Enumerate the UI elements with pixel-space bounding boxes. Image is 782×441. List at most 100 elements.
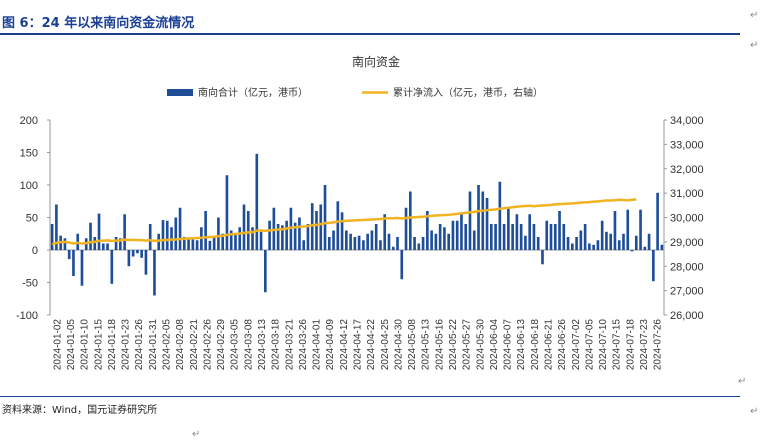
bar xyxy=(119,238,122,250)
bar xyxy=(319,204,323,250)
bar xyxy=(647,233,651,250)
x-tick-label: 2024-02-05 xyxy=(161,319,172,371)
x-tick-label: 2024-03-05 xyxy=(230,319,241,371)
bar xyxy=(408,191,412,250)
bar xyxy=(153,250,156,296)
bar xyxy=(131,250,135,257)
bar xyxy=(438,224,442,250)
bar xyxy=(391,246,395,250)
bar xyxy=(114,237,118,250)
bar xyxy=(562,224,566,250)
y-left-tick-label: 150 xyxy=(20,148,38,160)
bar xyxy=(281,225,284,250)
bar xyxy=(208,240,212,250)
bar xyxy=(187,238,190,250)
bar xyxy=(489,224,493,250)
bar xyxy=(349,233,352,250)
bar xyxy=(229,230,233,250)
bar xyxy=(50,224,54,250)
bar xyxy=(106,243,109,250)
bar xyxy=(212,237,216,250)
bar xyxy=(182,237,186,250)
bar xyxy=(536,237,540,250)
bar xyxy=(161,220,165,250)
y-left-tick-label: 50 xyxy=(26,213,38,225)
bar xyxy=(242,204,246,250)
bar xyxy=(268,220,271,250)
bar xyxy=(259,231,263,250)
y-right-tick-label: 31,000 xyxy=(670,188,704,200)
bar xyxy=(511,224,514,250)
x-tick-label: 2024-01-10 xyxy=(80,319,91,371)
x-tick-label: 2024-06-18 xyxy=(530,319,541,371)
bar xyxy=(443,227,446,250)
x-tick-label: 2024-03-08 xyxy=(243,319,254,371)
bar xyxy=(549,224,553,250)
x-tick-label: 2024-05-08 xyxy=(407,319,418,371)
bar xyxy=(327,237,331,250)
bar xyxy=(643,246,647,250)
x-tick-label: 2024-01-31 xyxy=(148,319,159,371)
bar xyxy=(485,198,489,250)
x-tick-label: 2024-01-26 xyxy=(134,319,145,371)
bar xyxy=(579,230,583,250)
paragraph-mark: ↵ xyxy=(750,10,759,21)
bar xyxy=(502,224,506,250)
bar xyxy=(383,214,387,250)
x-tick-label: 2024-04-30 xyxy=(393,319,404,371)
bar xyxy=(67,250,71,260)
bar xyxy=(80,250,84,286)
bar xyxy=(293,222,297,250)
bar xyxy=(558,211,561,250)
x-tick-label: 2024-03-13 xyxy=(257,319,268,371)
y-right-tick-label: 27,000 xyxy=(670,286,704,298)
x-tick-label: 2024-05-13 xyxy=(421,319,432,371)
bar xyxy=(613,211,617,250)
bar xyxy=(660,244,664,250)
header-rule xyxy=(0,33,740,35)
x-tick-label: 2024-01-05 xyxy=(66,319,77,371)
bar xyxy=(336,201,340,250)
bar xyxy=(93,237,97,250)
x-tick-label: 2024-07-10 xyxy=(598,319,609,371)
bar xyxy=(251,227,254,250)
bar xyxy=(447,233,450,250)
y-right-tick-label: 28,000 xyxy=(670,261,704,273)
bar xyxy=(374,224,378,250)
x-tick-label: 2024-04-22 xyxy=(366,319,377,371)
bar xyxy=(451,220,455,250)
x-tick-label: 2024-04-25 xyxy=(380,319,391,371)
paragraph-mark: ↵ xyxy=(192,429,201,440)
bar xyxy=(370,230,374,250)
y-right-tick-label: 34,000 xyxy=(670,115,704,127)
bar xyxy=(144,250,148,275)
bar xyxy=(460,214,463,250)
bar xyxy=(379,240,382,250)
figure-title: 图 6：24 年以来南向资金流情况 xyxy=(2,16,195,31)
bar xyxy=(315,211,318,250)
x-tick-label: 2024-06-07 xyxy=(503,319,514,371)
y-left-tick-label: 0 xyxy=(32,245,38,257)
bar xyxy=(221,233,225,250)
bar xyxy=(609,233,613,250)
bar xyxy=(605,231,608,250)
x-tick-label: 2024-07-02 xyxy=(571,319,582,371)
bar xyxy=(571,243,574,250)
x-tick-label: 2024-04-17 xyxy=(353,319,364,371)
bar xyxy=(524,235,527,250)
x-tick-label: 2024-07-05 xyxy=(584,319,595,371)
bar xyxy=(617,240,621,250)
x-tick-label: 2024-05-30 xyxy=(475,319,486,371)
bar xyxy=(323,185,327,250)
bar xyxy=(455,220,459,250)
bar xyxy=(400,250,404,280)
bar xyxy=(238,227,242,250)
bar xyxy=(285,220,288,250)
bar xyxy=(592,244,595,250)
x-tick-label: 2024-02-29 xyxy=(216,319,227,371)
bar xyxy=(225,175,229,250)
bar xyxy=(136,250,139,254)
chart-title: 南向资金 xyxy=(352,54,400,69)
footer-rule xyxy=(0,396,740,397)
bar xyxy=(421,237,425,250)
